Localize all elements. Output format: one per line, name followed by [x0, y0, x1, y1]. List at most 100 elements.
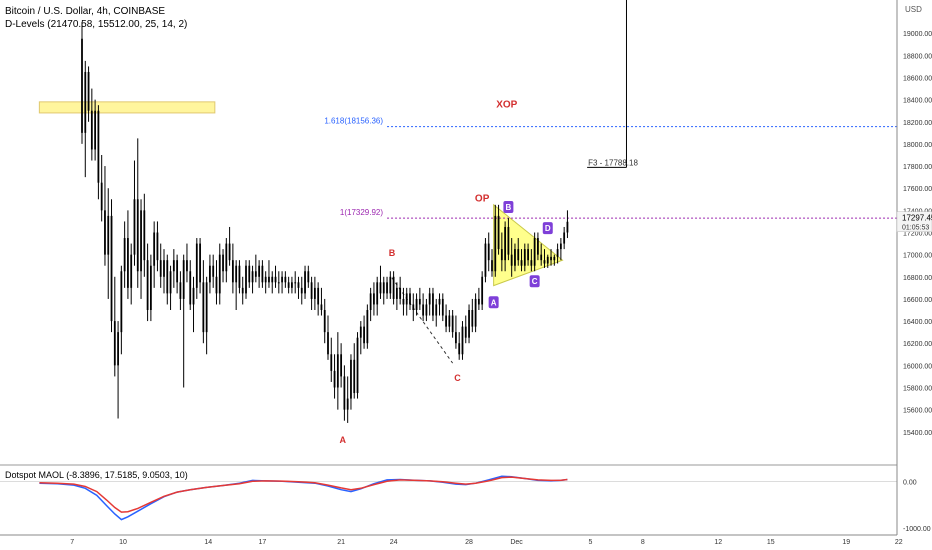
candle [517, 238, 520, 266]
candle-body [120, 271, 123, 333]
candle-body [307, 271, 310, 283]
candle-body [195, 243, 198, 288]
candle-body [202, 282, 205, 333]
candle-body [231, 260, 234, 283]
candle-body [461, 326, 464, 355]
badge-label-c: C [532, 277, 538, 286]
candle [241, 276, 244, 305]
candle-body [136, 199, 139, 272]
candle [294, 271, 297, 294]
candle-body [537, 238, 539, 255]
candle-body [412, 304, 415, 310]
candle [248, 260, 251, 288]
candle [369, 287, 372, 322]
candle [291, 276, 293, 294]
candle [202, 260, 205, 344]
candle [172, 249, 175, 288]
candle [169, 265, 172, 310]
candle [392, 271, 395, 305]
candle [566, 210, 569, 239]
candle-body [166, 260, 169, 294]
price-tick-label: 17200.00 [903, 231, 932, 238]
candle-body [566, 221, 569, 233]
candle-body [366, 310, 369, 344]
candle-body [527, 249, 529, 261]
candle-body [382, 282, 385, 294]
candle [281, 271, 283, 294]
candle-body [530, 260, 533, 266]
candle-body [353, 359, 356, 394]
price-tick-label: 15600.00 [903, 408, 932, 415]
fib-level-label-1: 1(17329.92) [340, 208, 383, 217]
candle [491, 249, 493, 277]
candle [189, 260, 192, 310]
candle-body [284, 276, 287, 283]
candle-body [520, 260, 523, 266]
candle-body [248, 265, 251, 283]
candle [533, 232, 536, 272]
candle [395, 282, 398, 310]
candle-body [500, 249, 503, 261]
pattern-label-b: B [389, 248, 396, 258]
candle [166, 254, 169, 305]
badge-box-d [542, 222, 553, 235]
candle-body [300, 287, 303, 294]
candle [530, 249, 533, 272]
candle-body [510, 254, 513, 266]
candle [471, 298, 474, 333]
candle-body [271, 276, 274, 283]
candle [379, 265, 382, 299]
candle [186, 243, 188, 283]
candle [110, 199, 113, 333]
candle-body [218, 254, 221, 294]
price-tick-label: 16800.00 [903, 275, 932, 282]
candle [504, 221, 507, 272]
candle-body [228, 243, 231, 261]
candle [159, 243, 162, 288]
candle-body [153, 232, 156, 266]
candle [540, 243, 543, 266]
candle [356, 332, 359, 399]
candle-body [156, 232, 159, 261]
time-tick-label: 21 [337, 539, 345, 546]
candle-body [556, 249, 559, 257]
candle-body [172, 260, 175, 272]
candle [238, 260, 241, 294]
candle-body [546, 256, 549, 264]
candle [432, 287, 434, 322]
candle [222, 249, 224, 283]
candle [494, 204, 497, 277]
candle-body [159, 260, 162, 277]
candle-body [415, 298, 418, 310]
candle [330, 337, 333, 382]
candle-body [258, 265, 261, 277]
candle-body [373, 293, 375, 305]
candle [477, 287, 480, 310]
candle [127, 210, 129, 299]
candle [136, 138, 139, 288]
candle [254, 254, 257, 283]
candle-body [163, 260, 165, 277]
candle-body [149, 265, 152, 310]
candle [487, 232, 490, 272]
pattern-label-op: OP [475, 194, 490, 205]
candle [399, 276, 402, 305]
candle-body [428, 293, 431, 305]
candle [313, 276, 316, 310]
candle-body [432, 293, 434, 316]
candle-body [123, 238, 126, 272]
candle-body [294, 282, 297, 284]
candle-body [107, 215, 110, 255]
candle [274, 265, 277, 288]
candle-body [254, 271, 257, 277]
candle [500, 232, 503, 272]
candle [415, 293, 418, 316]
candle-body [333, 370, 336, 388]
candle [235, 260, 238, 310]
price-tick-label: 19000.00 [903, 31, 932, 38]
candle [218, 243, 221, 305]
candle-body [363, 326, 365, 344]
candle-body [212, 265, 215, 277]
candle [323, 298, 326, 344]
